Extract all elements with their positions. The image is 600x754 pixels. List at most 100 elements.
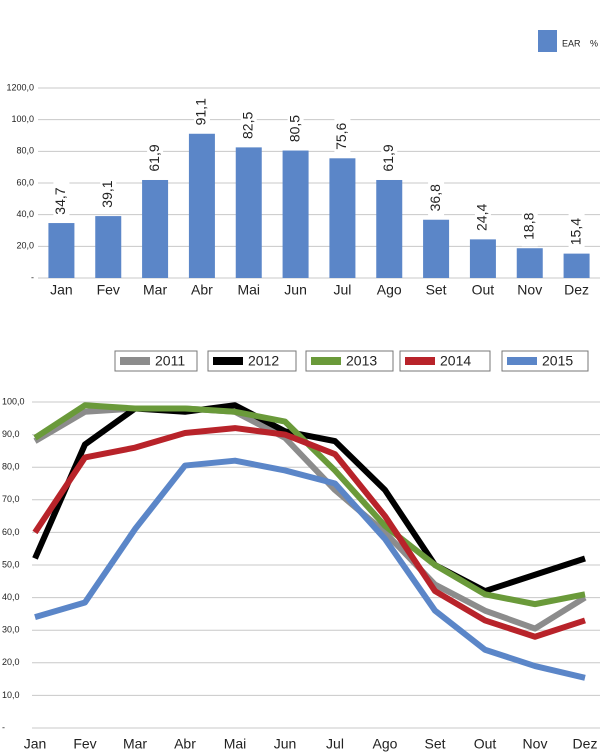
y-tick-label: 70,0: [2, 494, 20, 504]
y-tick-label: 80,0: [2, 462, 20, 472]
x-tick-label: Mai: [224, 736, 247, 752]
y-tick-label: 20,0: [2, 657, 20, 667]
legend-swatch: [405, 357, 435, 365]
y-tick-label: 90,0: [2, 429, 20, 439]
x-tick-label: Jul: [333, 282, 351, 298]
y-tick-label: 30,0: [2, 625, 20, 635]
x-tick-label: Ago: [373, 736, 398, 752]
legend-label: EAR: [562, 38, 581, 48]
x-tick-label: Abr: [191, 282, 213, 298]
y-tick-label: 20,0: [16, 241, 34, 251]
label-bg: [193, 91, 210, 132]
y-tick-label: 50,0: [2, 559, 20, 569]
y-tick-label: 40,0: [16, 209, 34, 219]
legend-swatch: [213, 357, 243, 365]
x-tick-label: Mai: [237, 282, 260, 298]
label-bg: [147, 137, 164, 178]
label-bg: [100, 174, 117, 215]
line: [32, 425, 586, 640]
label-bg: [240, 105, 257, 146]
legend-label: 2013: [346, 353, 377, 369]
y-tick-label: 1200,0: [6, 82, 34, 92]
label-bg: [334, 116, 351, 157]
y-tick-label: 40,0: [2, 592, 20, 602]
x-tick-label: Mar: [143, 282, 167, 298]
x-tick-label: Ago: [377, 282, 402, 298]
x-tick-label: Jan: [50, 282, 73, 298]
x-tick-label: Nov: [523, 736, 548, 752]
value-label: 75,6: [333, 122, 349, 149]
value-label: 15,4: [567, 218, 583, 245]
bar: [516, 248, 543, 278]
x-tick-label: Jun: [274, 736, 297, 752]
x-tick-label: Jul: [326, 736, 344, 752]
x-tick-label: Set: [426, 282, 447, 298]
value-label: 39,1: [99, 180, 115, 207]
y-tick-label: 80,0: [16, 146, 34, 156]
label-bg: [568, 211, 585, 252]
x-tick-label: Jun: [284, 282, 307, 298]
x-tick-label: Dez: [573, 736, 598, 752]
label-bg: [474, 197, 491, 238]
bar: [235, 147, 262, 278]
label-bg: [521, 206, 538, 247]
bar: [469, 239, 496, 278]
x-tick-label: Dez: [564, 282, 589, 298]
x-tick-label: Mar: [123, 736, 147, 752]
x-tick-label: Set: [424, 736, 445, 752]
y-tick-label: 60,0: [16, 177, 34, 187]
value-label: 34,7: [52, 187, 68, 214]
bar: [329, 158, 356, 278]
value-label: 61,9: [380, 144, 396, 171]
legend-label: 2015: [542, 353, 573, 369]
line: [32, 402, 586, 595]
x-tick-label: Fev: [97, 282, 120, 298]
legend-box: [305, 350, 394, 372]
value-label: 24,4: [474, 204, 490, 231]
bar: [282, 150, 309, 278]
y-tick-label: -: [31, 272, 34, 282]
legend-swatch: [311, 357, 341, 365]
y-tick-label: 10,0: [2, 690, 20, 700]
bar: [423, 219, 450, 278]
line: [34, 457, 586, 681]
legend-label: 2014: [440, 353, 471, 369]
value-label: 80,5: [286, 115, 302, 142]
legend-label: 2011: [155, 353, 185, 369]
label-bg: [287, 108, 304, 149]
bar: [376, 179, 403, 278]
legend-swatch: [120, 357, 150, 365]
x-tick-label: Out: [474, 736, 497, 752]
legend-box: [207, 350, 297, 372]
bar: [95, 216, 122, 278]
y-tick-label: -: [2, 722, 5, 732]
unit-label: %: [590, 38, 598, 48]
label-bg: [381, 137, 398, 178]
x-tick-label: Nov: [517, 282, 542, 298]
label-bg: [428, 177, 445, 218]
x-tick-label: Jan: [24, 736, 47, 752]
bar: [188, 133, 215, 278]
legend-box: [501, 350, 589, 372]
y-tick-label: 100,0: [11, 114, 34, 124]
x-tick-label: Abr: [174, 736, 196, 752]
y-tick-label: 100,0: [2, 396, 25, 406]
value-label: 61,9: [146, 144, 162, 171]
label-bg: [53, 181, 70, 222]
bar: [142, 179, 169, 278]
x-tick-label: Out: [472, 282, 495, 298]
bar: [563, 253, 590, 278]
y-tick-label: 60,0: [2, 527, 20, 537]
value-label: 91,1: [193, 98, 209, 125]
value-label: 82,5: [239, 112, 255, 139]
x-tick-label: Fev: [73, 736, 96, 752]
value-label: 18,8: [520, 212, 536, 239]
legend-swatch: [507, 357, 537, 365]
legend-box: [114, 350, 198, 372]
legend-label: 2012: [248, 353, 279, 369]
legend-swatch: [538, 30, 557, 52]
legend-box: [399, 350, 491, 372]
bar: [48, 223, 75, 278]
value-label: 36,8: [427, 184, 443, 211]
